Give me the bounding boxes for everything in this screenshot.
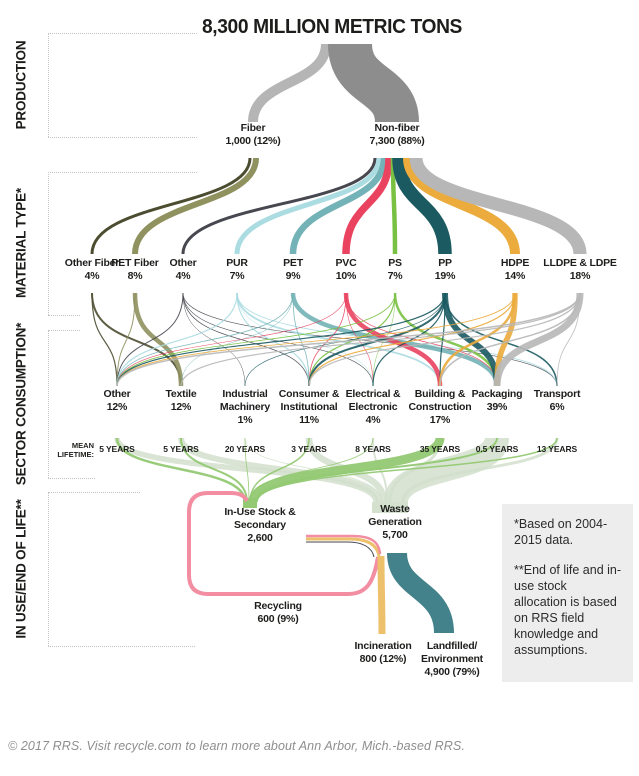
material-label-lldpe-ldpe: LLDPE & LDPE 18% xyxy=(543,257,617,282)
sector-label-building-construction: Building & Construction 17% xyxy=(408,388,472,426)
mean-lifetime-7: 0.5 YEARS xyxy=(475,444,519,454)
sector-label-electrical-electronic: Electrical & Electronic 4% xyxy=(345,388,401,426)
bracket-material xyxy=(48,172,49,315)
mean-lifetime-3: 20 YEARS xyxy=(224,444,266,454)
sector-label-textile: Textile 12% xyxy=(165,388,197,413)
node-waste-generation-value: 5,700 xyxy=(382,528,408,541)
bracket-eol-bottom xyxy=(48,646,195,647)
sector-label-packaging: Packaging 39% xyxy=(471,388,523,413)
material-label-other: Other 4% xyxy=(169,257,197,282)
bracket-sector xyxy=(48,330,49,478)
section-label-in-use-end-of-life: IN USE/END OF LIFE** xyxy=(13,499,29,639)
node-in-use-stock-value: 2,600 xyxy=(247,531,273,544)
sector-label-other: Other 12% xyxy=(103,388,131,413)
sector-label-consumer-institutional: Consumer & Institutional 11% xyxy=(278,388,340,426)
mean-lifetime-4: 3 YEARS xyxy=(291,444,327,454)
bracket-eol-top xyxy=(48,492,140,493)
node-fiber: Fiber 1,000 (12%) xyxy=(225,122,280,148)
material-label-other-fiber: Other Fiber 4% xyxy=(64,257,120,282)
node-landfilled-value: 4,900 (79%) xyxy=(424,665,480,678)
node-recycling-value: 600 (9%) xyxy=(257,612,299,625)
mean-lifetime-6: 35 YEARS xyxy=(419,444,461,454)
material-label-ps: PS 7% xyxy=(387,257,403,282)
node-nonfiber-name: Non-fiber xyxy=(374,122,420,134)
mean-lifetime-caption: MEAN LIFETIME: xyxy=(57,441,94,459)
bracket-production-bottom xyxy=(48,137,197,138)
chart-title: 8,300 MILLION METRIC TONS xyxy=(202,16,462,38)
note-asterisk: *Based on 2004-2015 data. xyxy=(514,517,608,547)
node-recycling: Recycling 600 (9%) xyxy=(254,600,302,625)
node-waste-generation: Waste Generation 5,700 xyxy=(368,503,422,541)
mean-lifetime-2: 5 YEARS xyxy=(163,444,199,454)
node-incineration-value: 800 (12%) xyxy=(359,652,407,665)
bracket-production xyxy=(48,33,49,137)
node-fiber-value: 1,000 (12%) xyxy=(225,134,281,147)
mean-lifetime-8: 13 YEARS xyxy=(536,444,578,454)
material-label-hdpe: HDPE 14% xyxy=(500,257,530,282)
material-label-pet-fiber: PET Fiber 8% xyxy=(111,257,159,282)
note-double-asterisk: **End of life and in-use stock allocatio… xyxy=(514,563,622,657)
notes-box: *Based on 2004-2015 data. **End of life … xyxy=(502,504,633,682)
bracket-sector-bottom xyxy=(48,478,95,479)
bracket-production-top xyxy=(48,33,197,34)
material-label-pp: PP 19% xyxy=(434,257,456,282)
node-fiber-name: Fiber xyxy=(240,122,266,134)
section-label-production: PRODUCTION xyxy=(13,40,29,130)
mean-lifetime-5: 8 YEARS xyxy=(355,444,391,454)
bracket-sector-top xyxy=(48,330,80,331)
node-in-use-stock: In-Use Stock & Secondary 2,600 xyxy=(224,506,296,544)
bracket-eol xyxy=(48,492,49,646)
material-label-pet: PET 9% xyxy=(283,257,303,282)
material-label-pur: PUR 7% xyxy=(226,257,248,282)
mean-lifetime-1: 5 YEARS xyxy=(99,444,135,454)
node-incineration: Incineration 800 (12%) xyxy=(354,640,412,665)
node-nonfiber: Non-fiber 7,300 (88%) xyxy=(369,122,424,148)
bracket-material-top xyxy=(48,172,197,173)
copyright-footer: © 2017 RRS. Visit recycle.com to learn m… xyxy=(8,739,465,753)
bracket-material-bottom xyxy=(48,315,80,316)
node-landfilled-environment: Landfilled/ Environment 4,900 (79%) xyxy=(421,640,483,678)
section-label-material-type: MATERIAL TYPE* xyxy=(13,188,29,298)
material-label-pvc: PVC 10% xyxy=(335,257,357,282)
sector-label-industrial-machinery: Industrial Machinery 1% xyxy=(219,388,271,426)
node-nonfiber-value: 7,300 (88%) xyxy=(369,134,425,147)
sector-label-transport: Transport 6% xyxy=(533,388,581,413)
section-label-sector-consumption: SECTOR CONSUMPTION* xyxy=(13,322,29,486)
